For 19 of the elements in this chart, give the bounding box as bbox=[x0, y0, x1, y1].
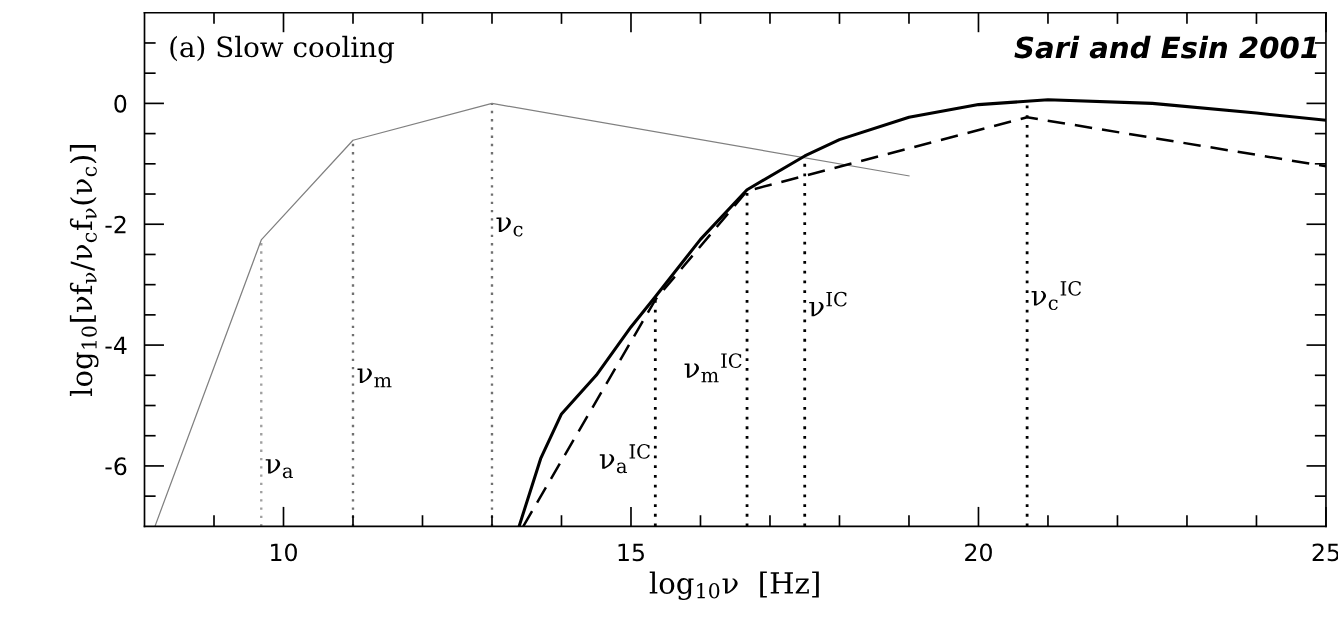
annotation: ν$_{c}$ bbox=[496, 217, 523, 237]
y-tick-label: -2 bbox=[105, 215, 126, 234]
annotation: ν$^{IC}$ bbox=[809, 291, 847, 317]
y-tick-label: -6 bbox=[105, 457, 127, 476]
annotation: ν$_{a}$ bbox=[265, 459, 293, 479]
annotation: ν$_{m}$ bbox=[357, 368, 392, 388]
annotation: ν$_{m}$$^{IC}$ bbox=[684, 353, 742, 383]
x-tick-label: 15 bbox=[618, 543, 644, 562]
annotation: ν$_{a}$$^{IC}$ bbox=[599, 444, 650, 474]
x-tick-label: 25 bbox=[1312, 543, 1338, 562]
x-axis-title: log$_{10}$ν [Hz] bbox=[649, 571, 819, 601]
text: log$_{10}$[νf$_{ν}$/ν$_{c}$f$_{ν}$(ν$_{c}$)] bbox=[69, 144, 99, 397]
x-tick-label: 10 bbox=[271, 543, 297, 562]
annotation: Sari and Esin 2001 bbox=[1014, 35, 1317, 59]
y-tick-label: -4 bbox=[105, 336, 127, 355]
annotation: (a) Slow cooling bbox=[170, 35, 395, 64]
y-tick-label: 0 bbox=[114, 94, 127, 113]
x-tick-label: 20 bbox=[965, 543, 992, 562]
annotation: ν$_{c}$$^{IC}$ bbox=[1031, 280, 1081, 311]
